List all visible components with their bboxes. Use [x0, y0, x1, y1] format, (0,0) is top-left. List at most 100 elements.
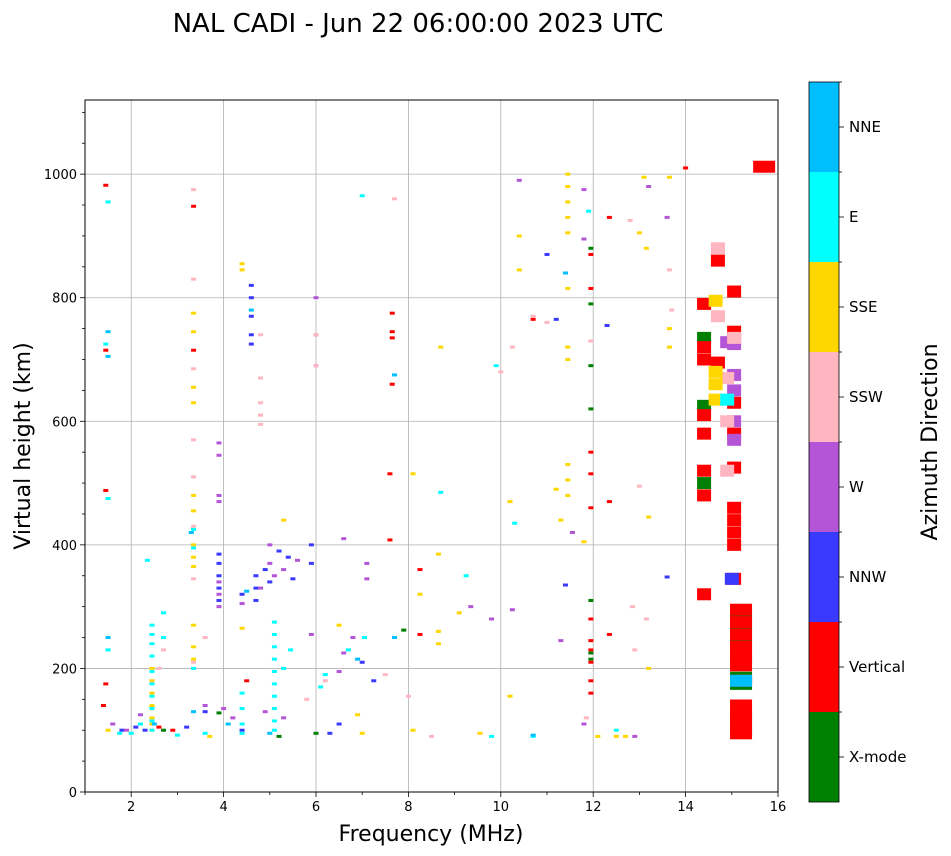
- data-point: [606, 215, 612, 219]
- series-w: [110, 178, 742, 738]
- data-point: [133, 725, 139, 729]
- data-point: [191, 311, 197, 315]
- data-point: [720, 415, 735, 428]
- data-point: [124, 728, 130, 732]
- data-point: [588, 364, 594, 368]
- data-point: [239, 722, 245, 726]
- data-point: [429, 734, 434, 738]
- data-point: [244, 679, 250, 683]
- data-point: [267, 561, 273, 565]
- data-point: [308, 561, 314, 565]
- data-point: [588, 598, 594, 602]
- data-point: [276, 549, 282, 553]
- data-point: [156, 666, 162, 670]
- colorbar-frame: [808, 81, 840, 803]
- data-point: [105, 330, 111, 334]
- data-point: [105, 497, 111, 501]
- data-point: [248, 308, 254, 312]
- data-point: [271, 620, 277, 624]
- data-point: [188, 531, 194, 534]
- data-point: [258, 586, 264, 590]
- series-x-mode: [161, 246, 753, 738]
- azimuth-colorbar: X-mode Vertical NNW W SSW SSE E NNE: [808, 81, 906, 803]
- data-point: [606, 500, 612, 504]
- data-point: [239, 728, 245, 732]
- data-point: [191, 367, 197, 371]
- colorbar-label: SSE: [849, 298, 878, 316]
- data-point: [202, 710, 208, 714]
- data-point: [417, 592, 423, 596]
- data-point: [191, 277, 197, 281]
- data-point: [308, 632, 314, 636]
- data-point: [151, 722, 157, 726]
- data-point: [730, 727, 753, 740]
- data-point: [202, 636, 208, 640]
- data-point: [435, 629, 441, 633]
- data-point: [156, 725, 162, 729]
- data-point: [225, 722, 231, 726]
- data-point: [341, 651, 347, 655]
- data-point: [341, 537, 347, 541]
- data-point: [507, 694, 513, 698]
- data-point: [636, 231, 642, 235]
- data-point: [271, 707, 277, 711]
- data-point: [697, 331, 712, 344]
- data-point: [248, 342, 254, 346]
- data-point: [710, 310, 725, 323]
- data-point: [239, 707, 245, 711]
- data-point: [727, 514, 742, 527]
- data-point: [103, 342, 109, 346]
- data-point: [588, 472, 594, 476]
- data-point: [435, 642, 441, 646]
- data-point: [553, 487, 559, 491]
- data-point: [271, 657, 277, 661]
- data-point: [216, 453, 222, 457]
- data-point: [239, 626, 245, 630]
- data-point: [281, 666, 287, 670]
- data-point: [239, 731, 245, 735]
- data-point: [221, 707, 227, 711]
- data-point: [389, 330, 395, 334]
- data-point: [191, 623, 197, 627]
- data-point: [629, 605, 635, 609]
- data-point: [267, 731, 273, 735]
- data-point: [710, 254, 725, 267]
- data-point: [216, 493, 222, 497]
- data-point: [355, 657, 361, 661]
- data-point: [271, 670, 277, 674]
- plot-frame: [84, 99, 779, 793]
- data-point: [565, 478, 571, 482]
- data-point: [565, 463, 571, 467]
- data-point: [149, 707, 155, 711]
- data-point: [730, 650, 753, 663]
- data-point: [586, 209, 592, 213]
- data-point: [359, 194, 365, 198]
- data-point: [401, 628, 407, 632]
- data-point: [730, 603, 753, 616]
- x-tick-label: 6: [312, 800, 320, 815]
- x-axis-label: Frequency (MHz): [339, 822, 524, 847]
- data-point: [392, 636, 398, 640]
- data-point: [161, 611, 167, 615]
- series-nne: [105, 271, 753, 737]
- colorbar-label: NNE: [849, 118, 881, 136]
- data-point: [623, 734, 629, 738]
- data-point: [248, 296, 254, 300]
- data-point: [389, 311, 395, 315]
- data-point: [727, 501, 742, 514]
- data-point: [493, 364, 499, 368]
- data-point: [588, 657, 594, 661]
- data-point: [271, 694, 277, 698]
- colorbar-segment: [809, 82, 839, 172]
- data-point: [110, 722, 116, 726]
- colorbar-label: Vertical: [849, 658, 905, 676]
- data-point: [327, 731, 333, 735]
- data-point: [144, 558, 150, 562]
- data-point: [565, 185, 571, 188]
- colorbar-label: W: [849, 478, 864, 496]
- data-point: [562, 583, 568, 587]
- data-point: [149, 682, 155, 686]
- y-tick-label: 400: [52, 539, 77, 554]
- data-point: [191, 204, 197, 208]
- data-point: [664, 215, 670, 219]
